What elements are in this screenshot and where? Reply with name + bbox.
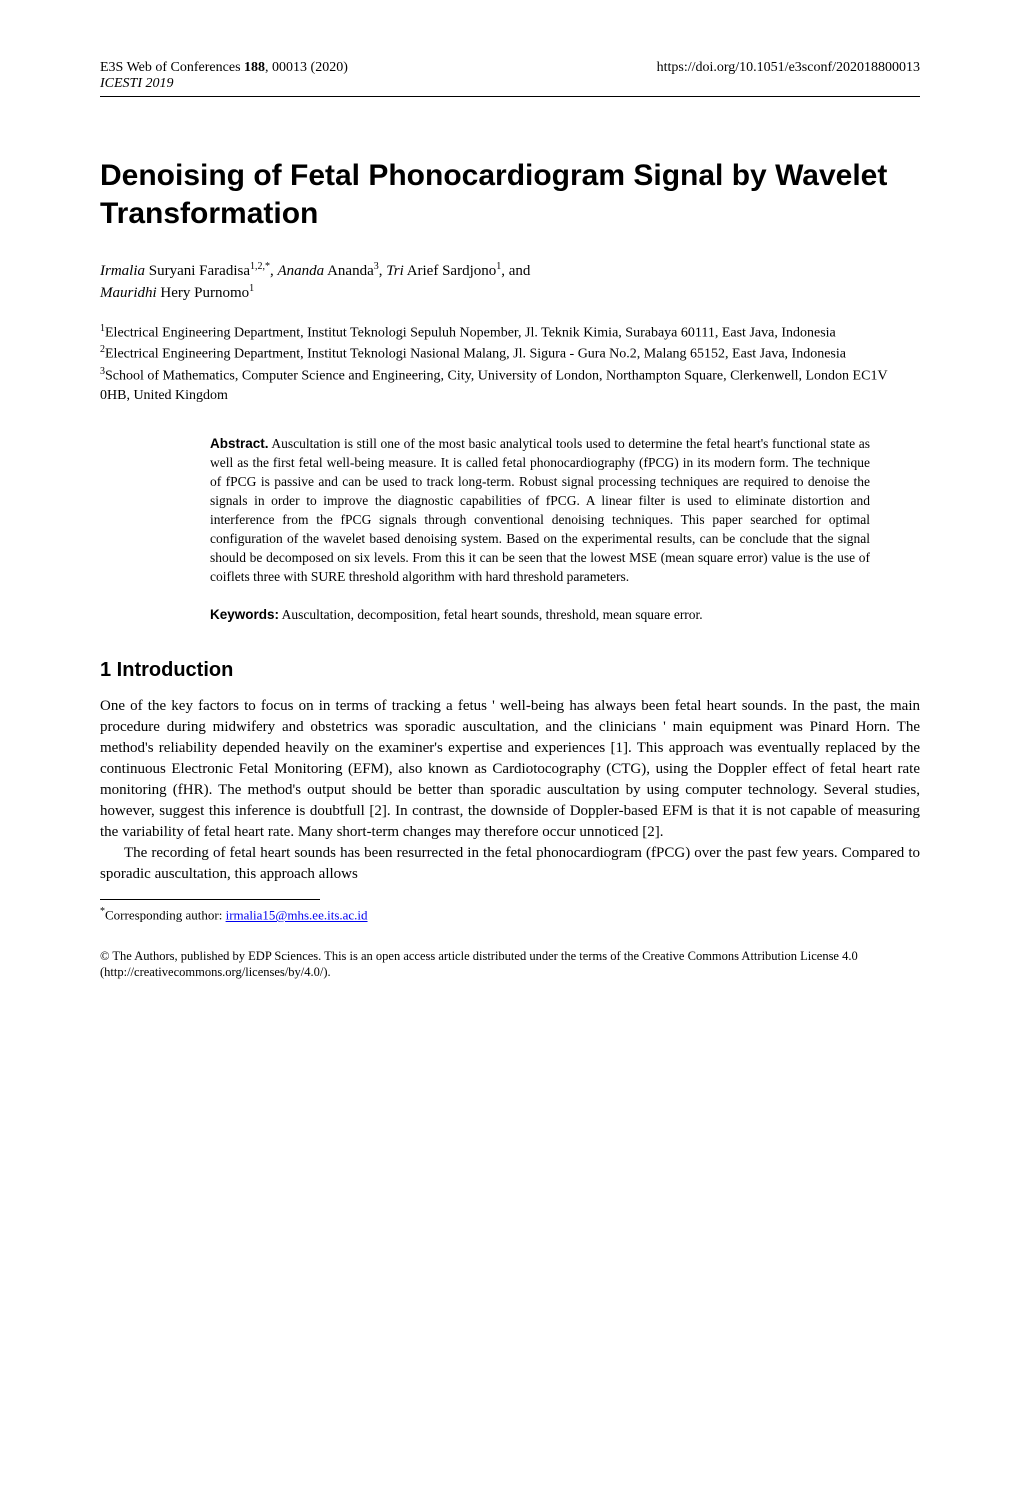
paper-title: Denoising of Fetal Phonocardiogram Signa… (100, 157, 920, 232)
author2-rest: Ananda (324, 263, 374, 279)
section-1-heading: 1 Introduction (100, 659, 920, 682)
paragraph-1: One of the key factors to focus on in te… (100, 696, 920, 843)
keywords-text: Auscultation, decomposition, fetal heart… (279, 607, 703, 622)
aff2: Electrical Engineering Department, Insti… (105, 347, 846, 362)
conference-name: ICESTI 2019 (100, 76, 174, 91)
author2-first: Ananda (277, 263, 324, 279)
author3-first: Tri (386, 263, 404, 279)
doi: https://doi.org/10.1051/e3sconf/20201880… (657, 60, 920, 75)
footnote-label: Corresponding author: (105, 908, 226, 923)
license-text: © The Authors, published by EDP Sciences… (100, 948, 920, 981)
volume: 188 (244, 60, 265, 75)
keywords: Keywords: Auscultation, decomposition, f… (210, 606, 870, 625)
header-rule (100, 96, 920, 97)
abstract-text: Auscultation is still one of the most ba… (210, 436, 870, 583)
author4-first: Mauridhi (100, 285, 157, 301)
paragraph-2: The recording of fetal heart sounds has … (100, 843, 920, 885)
aff3: School of Mathematics, Computer Science … (100, 368, 887, 403)
footnote: *Corresponding author: irmalia15@mhs.ee.… (100, 906, 920, 923)
running-header: E3S Web of Conferences 188, 00013 (2020)… (100, 60, 920, 92)
header-right: https://doi.org/10.1051/e3sconf/20201880… (657, 60, 920, 92)
author1-rest: Suryani Faradisa (145, 263, 250, 279)
author4-sup: 1 (249, 283, 254, 294)
sep3: , and (501, 263, 530, 279)
abstract: Abstract. Auscultation is still one of t… (210, 435, 870, 586)
body-text: One of the key factors to focus on in te… (100, 696, 920, 885)
author1-sup: 1,2,* (250, 261, 270, 272)
volume-number: 188 (244, 60, 265, 75)
keywords-label: Keywords: (210, 607, 279, 622)
abstract-label: Abstract. (210, 436, 269, 451)
footnote-email-link[interactable]: irmalia15@mhs.ee.its.ac.id (226, 908, 368, 923)
journal-name: E3S Web of Conferences (100, 60, 241, 75)
header-left: E3S Web of Conferences 188, 00013 (2020)… (100, 60, 348, 92)
author1-first: Irmalia (100, 263, 145, 279)
article-year: , 00013 (2020) (265, 60, 348, 75)
author3-rest: Arief Sardjono (404, 263, 496, 279)
affiliations: 1Electrical Engineering Department, Inst… (100, 322, 920, 405)
author4-rest: Hery Purnomo (157, 285, 250, 301)
aff1: Electrical Engineering Department, Insti… (105, 326, 836, 341)
author-list: Irmalia Suryani Faradisa1,2,*, Ananda An… (100, 260, 920, 304)
footnote-rule (100, 899, 320, 900)
